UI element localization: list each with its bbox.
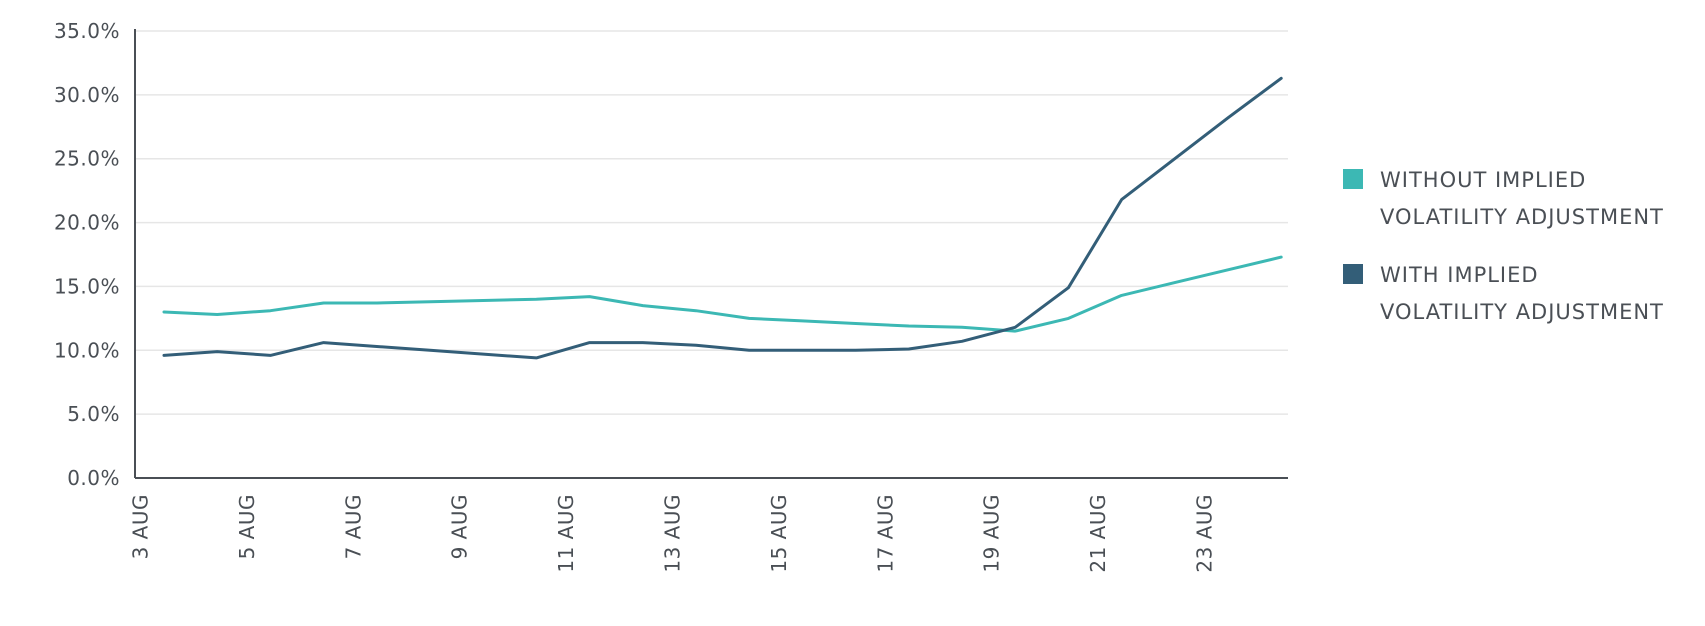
axis-layer: 0.0% 5.0% 10.0% 15.0% 20.0% 25.0% 30.0% 35.0% 3 … bbox=[54, 19, 1288, 573]
legend-label: VOLATILITY ADJUSTMENT bbox=[1380, 205, 1664, 229]
legend: WITHOUT IMPLIED VOLATILITY ADJUSTMENT WITH… bbox=[1343, 168, 1664, 324]
x-tick-label: 9 AUG bbox=[448, 494, 472, 559]
x-tick-label: 17 AUG bbox=[873, 494, 897, 573]
legend-label: WITH IMPLIED bbox=[1380, 263, 1539, 287]
y-tick-label: 15.0% bbox=[54, 274, 120, 298]
x-tick-label: 19 AUG bbox=[980, 494, 1004, 573]
series-line-2 bbox=[162, 76, 1283, 360]
y-tick-label: 35.0% bbox=[54, 19, 120, 43]
y-tick-label: 25.0% bbox=[54, 147, 120, 171]
y-tick-label: 10.0% bbox=[54, 338, 120, 362]
y-tick-label: 20.0% bbox=[54, 211, 120, 235]
x-tick-label: 23 AUG bbox=[1193, 494, 1217, 573]
legend-swatch bbox=[1343, 264, 1363, 284]
x-tick-label: 3 AUG bbox=[129, 494, 153, 559]
y-tick-label: 0.0% bbox=[67, 466, 120, 490]
x-tick-label: 15 AUG bbox=[767, 494, 791, 573]
legend-label: VOLATILITY ADJUSTMENT bbox=[1380, 300, 1664, 324]
x-tick-label: 5 AUG bbox=[235, 494, 259, 559]
x-tick-label: 21 AUG bbox=[1086, 494, 1110, 573]
y-tick-label: 30.0% bbox=[54, 83, 120, 107]
series-layer bbox=[162, 76, 1283, 360]
legend-swatch bbox=[1343, 169, 1363, 189]
legend-label: WITHOUT IMPLIED bbox=[1380, 168, 1586, 192]
x-tick-label: 11 AUG bbox=[554, 494, 578, 573]
x-tick-label: 7 AUG bbox=[341, 494, 365, 559]
x-tick-label: 13 AUG bbox=[661, 494, 685, 573]
y-tick-label: 5.0% bbox=[67, 402, 120, 426]
grid-layer bbox=[135, 30, 1288, 415]
series-line-1 bbox=[162, 255, 1283, 333]
